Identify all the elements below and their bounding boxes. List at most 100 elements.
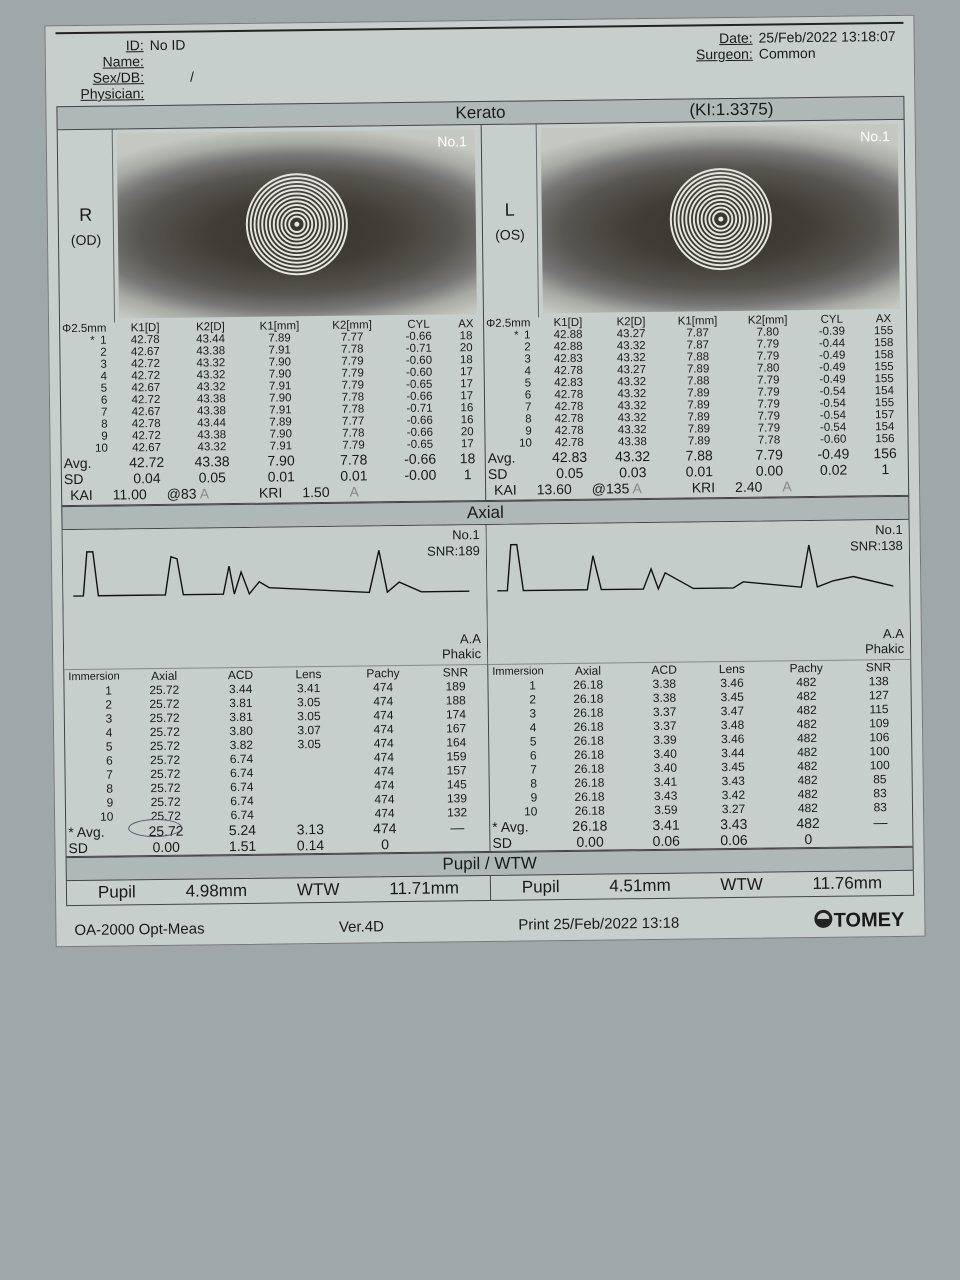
pupil-label: Pupil: [522, 877, 560, 897]
name-value: [150, 52, 270, 69]
axial-waveform-icon: [493, 530, 904, 595]
kri-label: KRI: [692, 479, 716, 495]
eye-r-big: R: [79, 205, 92, 226]
kai-v1: 13.60: [537, 481, 572, 497]
kri-label: KRI: [259, 484, 283, 500]
eye-image-od: No.1: [117, 129, 477, 318]
col-header: CYL: [803, 313, 861, 326]
axial-l-phakic: Phakic: [865, 641, 904, 657]
id-label: ID:: [64, 37, 144, 54]
col-header: Φ2.5mm: [60, 323, 112, 336]
report-header: ID: No ID Name: Sex/DB: / Physician: Date:…: [64, 28, 897, 102]
axial-graph-os: No.1SNR:138 A.APhakic: [487, 520, 911, 665]
kerato-col-od: R (OD) No.1 Φ2.5mmK1[D]K2[D]K1[mm]K2[mm]…: [58, 125, 486, 505]
axial-table-os: ImmersionAxialACDLensPachySNR126.183.383…: [488, 660, 912, 851]
device-name: OA-2000 Opt-Meas: [74, 920, 204, 939]
col-header: K1[mm]: [243, 320, 316, 333]
wtw-value-od: 11.71mm: [389, 878, 459, 899]
kri-v: 1.50: [302, 484, 329, 500]
kri-a: A: [782, 478, 792, 494]
kerato-col-os: L (OS) No.1 Φ2.5mmK1[D]K2[D]K1[mm]K2[mm]…: [481, 120, 909, 500]
col-header: ACD: [630, 662, 698, 677]
pupil-value-os: 4.51mm: [609, 876, 671, 897]
col-header: CYL: [388, 318, 449, 331]
col-header: SNR: [847, 660, 911, 675]
sexdb-label: Sex/DB:: [64, 69, 144, 86]
col-header: ACD: [206, 668, 274, 683]
col-header: K1[D]: [536, 317, 599, 330]
pupilwtw-title: Pupil / WTW: [442, 853, 537, 874]
report-sheet: ID: No ID Name: Sex/DB: / Physician: Date:…: [44, 15, 925, 948]
brand-icon: [813, 909, 833, 929]
col-header: AX: [861, 313, 906, 326]
wtw-value-os: 11.76mm: [812, 873, 882, 894]
pupil-value-od: 4.98mm: [186, 881, 248, 902]
kerato-table-od: Φ2.5mmK1[D]K2[D]K1[mm]K2[mm]CYLAX*142.78…: [60, 318, 485, 487]
physician-value: [150, 84, 270, 101]
brand-logo: TOMEY: [813, 908, 904, 933]
date-value: 25/Feb/2022 13:18:07: [758, 28, 895, 46]
kai-label: KAI: [494, 482, 517, 498]
kai-label: KAI: [70, 487, 93, 503]
col-header: K2[mm]: [732, 314, 802, 327]
eye-label-od: R (OD): [58, 130, 115, 324]
sexdb-value: /: [150, 68, 270, 85]
col-header: Lens: [274, 667, 342, 682]
keratometry-rings-icon: [660, 158, 781, 279]
eye-l-big: L: [505, 200, 515, 221]
col-header: K2[D]: [178, 321, 243, 334]
eye-l-sub: (OS): [495, 226, 525, 242]
eye-image-os: No.1: [541, 124, 900, 313]
axial-col-os: No.1SNR:138 A.APhakic ImmersionAxialACDL…: [486, 520, 913, 851]
axial-r-aa: A.A: [442, 631, 481, 647]
axial-graph-od: No.1SNR:189 A.APhakic: [63, 525, 488, 670]
id-value: No ID: [150, 36, 270, 53]
name-label: Name:: [64, 53, 144, 70]
surgeon-label: Surgeon:: [673, 46, 753, 63]
col-header: SNR: [423, 665, 487, 680]
eye-l-no: No.1: [860, 128, 890, 144]
col-header: K1[D]: [112, 322, 177, 335]
axial-r-phakic: Phakic: [442, 646, 481, 662]
col-header: K1[mm]: [662, 315, 732, 328]
col-header: K2[D]: [599, 316, 662, 329]
col-header: Axial: [122, 668, 207, 683]
kai-v1: 11.00: [113, 486, 147, 502]
kai-a1: A: [632, 480, 642, 496]
axial-title: Axial: [467, 503, 504, 523]
date-label: Date:: [672, 30, 752, 47]
axial-waveform-icon: [69, 535, 480, 600]
col-header: Pachy: [766, 661, 847, 676]
col-header: Pachy: [342, 666, 423, 681]
wtw-label: WTW: [720, 875, 763, 896]
axial-l-aa: A.A: [865, 626, 904, 642]
wtw-label: WTW: [297, 880, 340, 901]
ki-value: (KI:1.3375): [689, 99, 773, 120]
kai-v2: @83: [167, 486, 197, 502]
kai-v2: @135: [592, 480, 630, 496]
kri-a: A: [349, 484, 359, 500]
eye-r-sub: (OD): [71, 232, 102, 248]
eye-label-os: L (OS): [482, 124, 539, 318]
version: Ver.4D: [339, 918, 384, 936]
eye-r-no: No.1: [437, 133, 467, 149]
physician-label: Physician:: [64, 85, 144, 102]
kerato-title: Kerato: [455, 103, 505, 124]
axial-table-od: ImmersionAxialACDLensPachySNR125.723.443…: [64, 665, 489, 856]
col-header: Lens: [698, 662, 766, 677]
surgeon-value: Common: [759, 44, 879, 61]
col-header: Axial: [546, 663, 631, 678]
pupil-label: Pupil: [98, 882, 136, 902]
col-header: AX: [449, 318, 484, 330]
axial-col-od: No.1SNR:189 A.APhakic ImmersionAxialACDL…: [63, 525, 490, 856]
kerato-table-os: Φ2.5mmK1[D]K2[D]K1[mm]K2[mm]CYLAX*142.88…: [484, 313, 908, 482]
report-footer: OA-2000 Opt-Meas Ver.4D Print 25/Feb/202…: [74, 908, 904, 942]
keratometry-rings-icon: [236, 163, 357, 284]
col-header: Φ2.5mm: [484, 317, 536, 330]
print-timestamp: Print 25/Feb/2022 13:18: [518, 914, 679, 933]
col-header: Immersion: [64, 669, 122, 684]
col-header: K2[mm]: [316, 319, 389, 332]
col-header: Immersion: [488, 664, 546, 679]
kai-a1: A: [200, 485, 210, 501]
kri-v: 2.40: [735, 479, 762, 495]
